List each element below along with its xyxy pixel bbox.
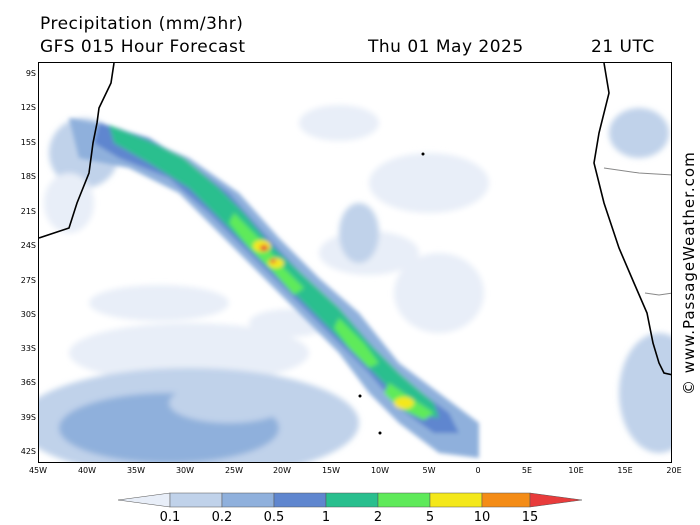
country-border xyxy=(603,167,671,176)
legend-color-0 xyxy=(118,492,171,508)
legend-label: 0.1 xyxy=(159,510,181,525)
lat-label: 24S xyxy=(20,241,36,250)
precipitation-map xyxy=(38,62,672,463)
lat-label: 18S xyxy=(20,172,36,181)
lon-label: 30W xyxy=(175,466,195,475)
lon-label: 15W xyxy=(321,466,341,475)
legend-color-5 xyxy=(377,492,431,508)
map-title: Precipitation (mm/3hr) xyxy=(40,14,244,34)
forecast-date: Thu 01 May 2025 xyxy=(368,37,524,57)
lat-label: 15S xyxy=(20,138,36,147)
lat-label: 33S xyxy=(20,344,36,353)
lon-label: 0 xyxy=(475,466,481,475)
legend-label: 0.5 xyxy=(263,510,285,525)
legend-label: 15 xyxy=(521,510,539,525)
legend-color-2 xyxy=(221,492,275,508)
country-border xyxy=(644,292,671,296)
site-credit: © www.PassageWeather.com xyxy=(680,151,698,395)
lon-label: 20W xyxy=(272,466,292,475)
island xyxy=(378,431,382,435)
lat-label: 30S xyxy=(20,310,36,319)
legend-label: 1 xyxy=(321,510,331,525)
south-america-coastline xyxy=(39,63,115,239)
lon-label: 5E xyxy=(521,466,533,475)
legend-color-1 xyxy=(169,492,223,508)
lat-label: 27S xyxy=(20,276,36,285)
legend-color-6 xyxy=(429,492,483,508)
island xyxy=(358,394,362,398)
lon-label: 20E xyxy=(666,466,682,475)
lat-label: 39S xyxy=(20,413,36,422)
legend-label: 0.2 xyxy=(211,510,233,525)
lon-label: 5W xyxy=(422,466,436,475)
lat-label: 21S xyxy=(20,207,36,216)
legend-color-4 xyxy=(325,492,379,508)
forecast-time: 21 UTC xyxy=(591,37,655,57)
lon-label: 25W xyxy=(224,466,244,475)
legend-color-3 xyxy=(273,492,327,508)
lat-label: 36S xyxy=(20,378,36,387)
lon-label: 15E xyxy=(617,466,633,475)
lon-label: 35W xyxy=(126,466,146,475)
lat-label: 9S xyxy=(25,69,36,78)
precip-legend-bar xyxy=(118,492,582,508)
lat-label: 42S xyxy=(20,447,36,456)
precipitation-field xyxy=(39,63,671,462)
legend-label: 5 xyxy=(425,510,435,525)
lon-label: 45W xyxy=(28,466,48,475)
africa-coastline xyxy=(593,63,671,376)
lat-label: 12S xyxy=(20,103,36,112)
legend-color-8 xyxy=(529,492,582,508)
light-precip-areas xyxy=(39,105,671,462)
lon-label: 10W xyxy=(370,466,390,475)
lon-label: 40W xyxy=(77,466,97,475)
island xyxy=(421,152,425,156)
forecast-subtitle: GFS 015 Hour Forecast xyxy=(40,37,246,57)
legend-label: 10 xyxy=(473,510,491,525)
frontal-rain-band xyxy=(69,118,479,458)
legend-color-7 xyxy=(481,492,531,508)
legend-label: 2 xyxy=(373,510,383,525)
lon-label: 10E xyxy=(568,466,584,475)
